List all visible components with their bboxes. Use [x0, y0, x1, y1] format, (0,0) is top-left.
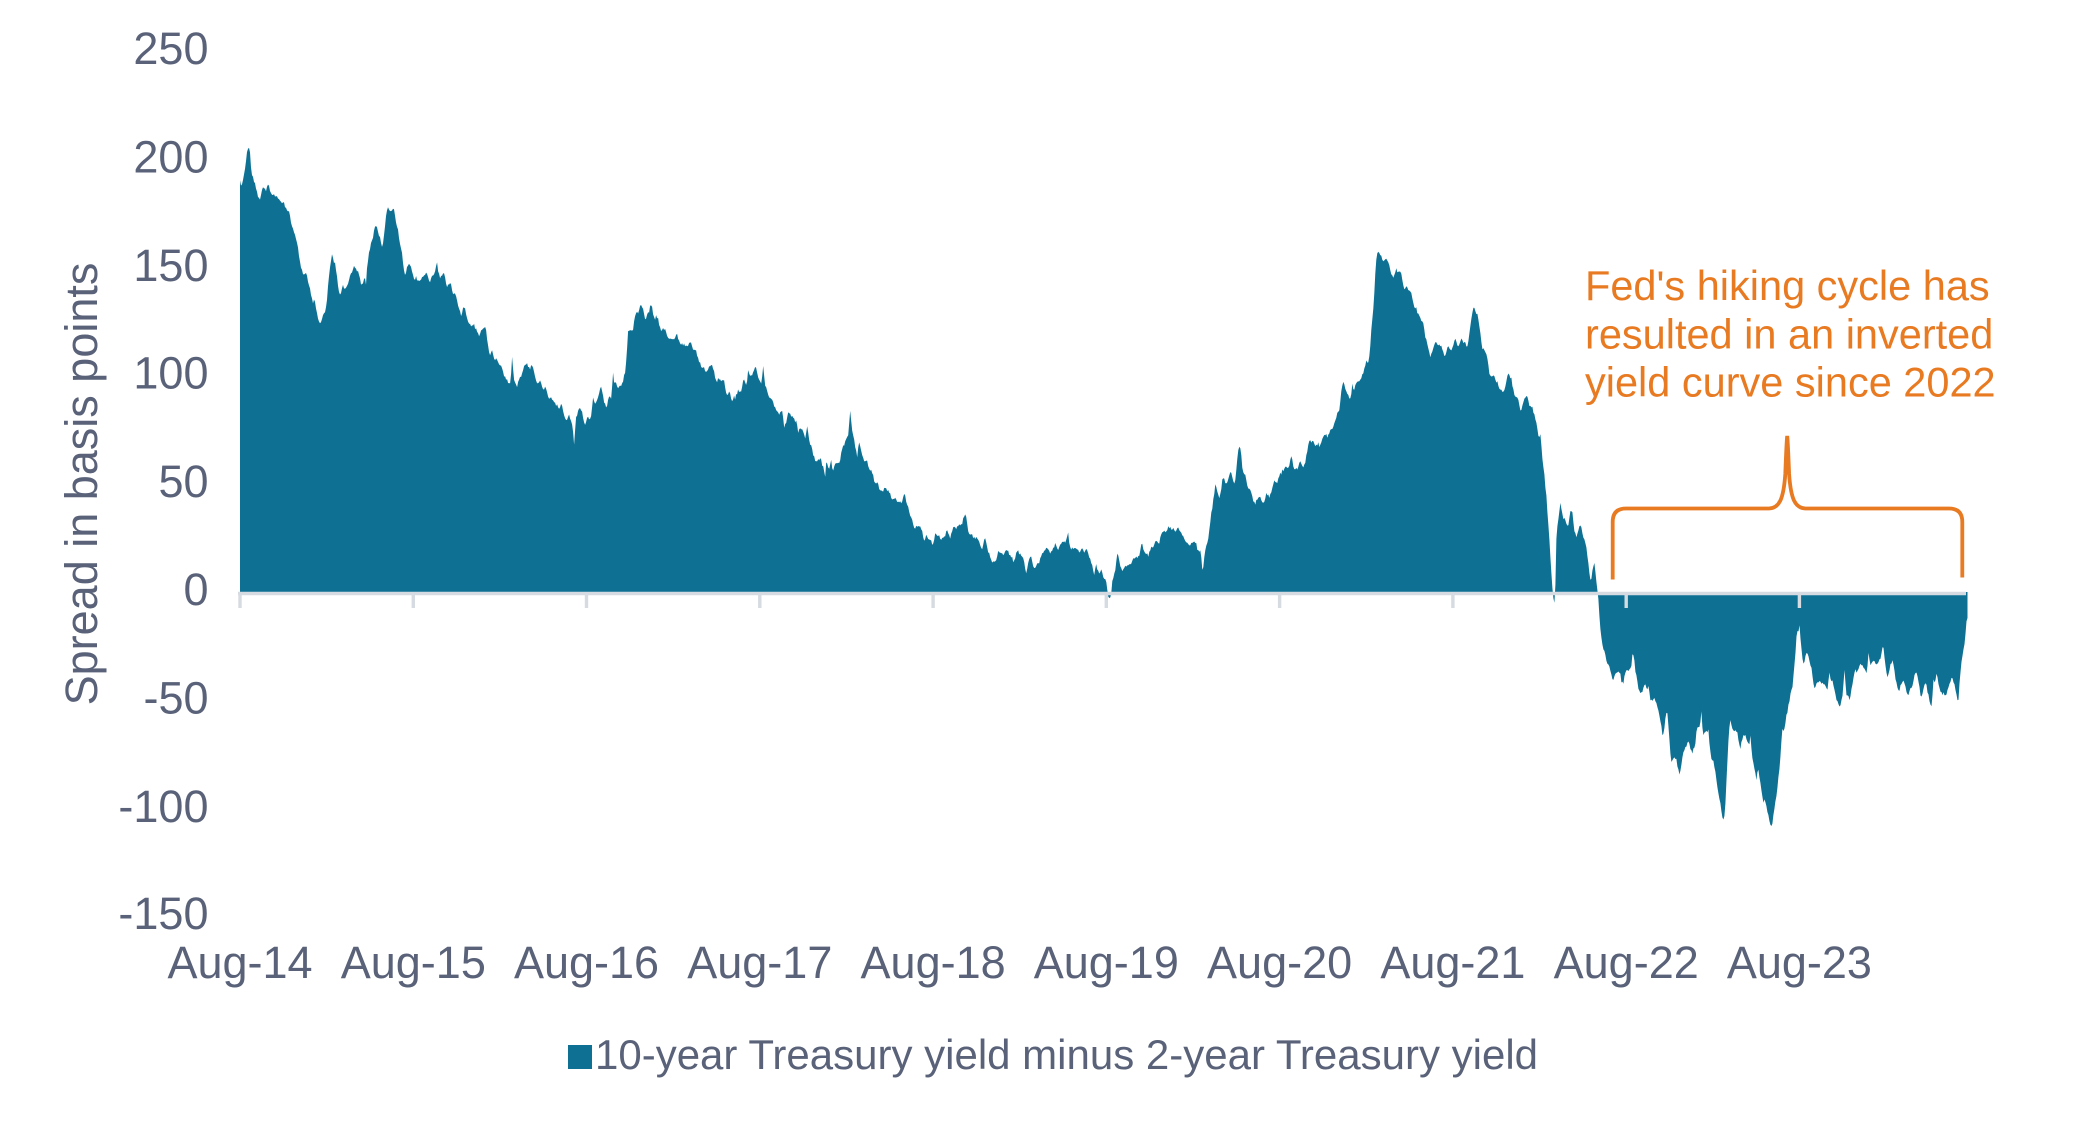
- svg-text:250: 250: [133, 23, 208, 74]
- svg-text:-100: -100: [118, 781, 208, 832]
- svg-text:0: 0: [183, 564, 208, 615]
- svg-text:Aug-18: Aug-18: [861, 937, 1006, 988]
- svg-text:100: 100: [133, 348, 208, 399]
- svg-text:Aug-14: Aug-14: [167, 937, 312, 988]
- svg-text:10-year Treasury yield minus 2: 10-year Treasury yield minus 2-year Trea…: [595, 1031, 1538, 1078]
- svg-text:Aug-16: Aug-16: [514, 937, 659, 988]
- svg-text:Aug-19: Aug-19: [1034, 937, 1179, 988]
- svg-text:-150: -150: [118, 888, 208, 939]
- svg-text:Spread in basis points: Spread in basis points: [56, 263, 107, 706]
- svg-text:resulted in an inverted: resulted in an inverted: [1585, 310, 1993, 357]
- svg-text:200: 200: [133, 132, 208, 183]
- svg-text:50: 50: [158, 456, 208, 507]
- svg-text:Aug-23: Aug-23: [1727, 937, 1872, 988]
- svg-text:Fed's hiking cycle has: Fed's hiking cycle has: [1585, 262, 1990, 309]
- svg-text:Aug-20: Aug-20: [1207, 937, 1352, 988]
- svg-text:Aug-17: Aug-17: [687, 937, 832, 988]
- svg-text:yield curve since 2022: yield curve since 2022: [1585, 359, 1996, 406]
- svg-text:Aug-21: Aug-21: [1380, 937, 1525, 988]
- svg-text:Aug-22: Aug-22: [1554, 937, 1699, 988]
- svg-text:-50: -50: [143, 673, 208, 724]
- svg-text:Aug-15: Aug-15: [341, 937, 486, 988]
- svg-text:150: 150: [133, 240, 208, 291]
